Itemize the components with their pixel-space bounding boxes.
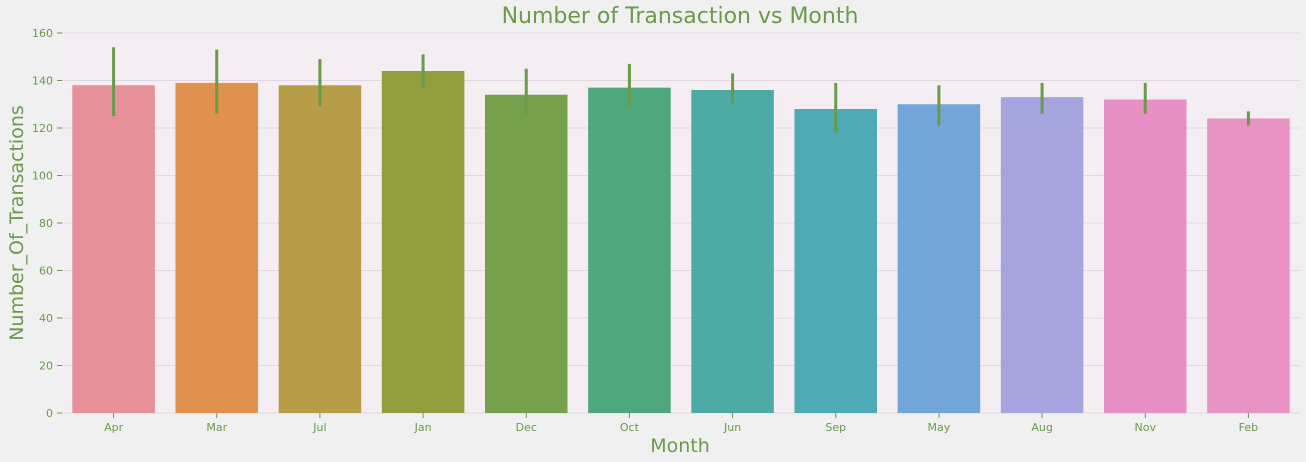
x-tick-label: Nov (1135, 421, 1157, 434)
bar-may (897, 104, 981, 413)
x-tick-label: Jan (414, 421, 432, 434)
y-tick-label: 140 (32, 75, 53, 88)
x-tick-label: Jul (312, 421, 326, 434)
bars (72, 71, 1290, 413)
x-axis-label: Month (650, 435, 710, 457)
grid-lines (62, 32, 1300, 414)
y-tick-label: 80 (39, 217, 53, 230)
y-tick-label: 100 (32, 170, 53, 183)
x-tick-label: Dec (516, 421, 537, 434)
y-tick-label: 0 (46, 407, 53, 420)
bar-mar (175, 82, 259, 413)
y-tick-label: 120 (32, 122, 53, 135)
y-axis-label: Number_Of_Transactions (6, 105, 28, 341)
x-tick-label: Oct (620, 421, 640, 434)
x-tick-label: Sep (825, 421, 846, 434)
x-axis-ticks: Apr Mar Jul Jan Dec Oct Jun Sep May Aug Nov Feb (104, 413, 1258, 434)
chart-title: Number of Transaction vs Month (502, 4, 859, 29)
x-tick-label: May (928, 421, 951, 434)
y-tick-label: 40 (39, 312, 53, 325)
bar-jul (278, 85, 362, 413)
x-tick-label: Mar (206, 421, 227, 434)
y-tick-label: 160 (32, 27, 53, 40)
bar-sep (794, 109, 878, 413)
y-tick-label: 60 (39, 265, 53, 278)
bar-apr (72, 85, 155, 413)
y-tick-label: 20 (39, 360, 53, 373)
bar-aug (1000, 97, 1084, 413)
bar-jun (691, 90, 774, 413)
error-bars (112, 47, 1250, 133)
bar-dec (484, 94, 568, 413)
x-tick-label: Jun (723, 421, 741, 434)
bar-oct (588, 87, 671, 413)
bar-jan (381, 71, 465, 413)
x-tick-label: Feb (1239, 421, 1258, 434)
y-axis-ticks: 0 20 40 60 80 100 120 140 160 (32, 27, 62, 420)
x-tick-label: Apr (104, 421, 124, 434)
x-tick-label: Aug (1031, 421, 1052, 434)
bar-nov (1103, 99, 1187, 413)
bar-feb (1207, 118, 1290, 413)
